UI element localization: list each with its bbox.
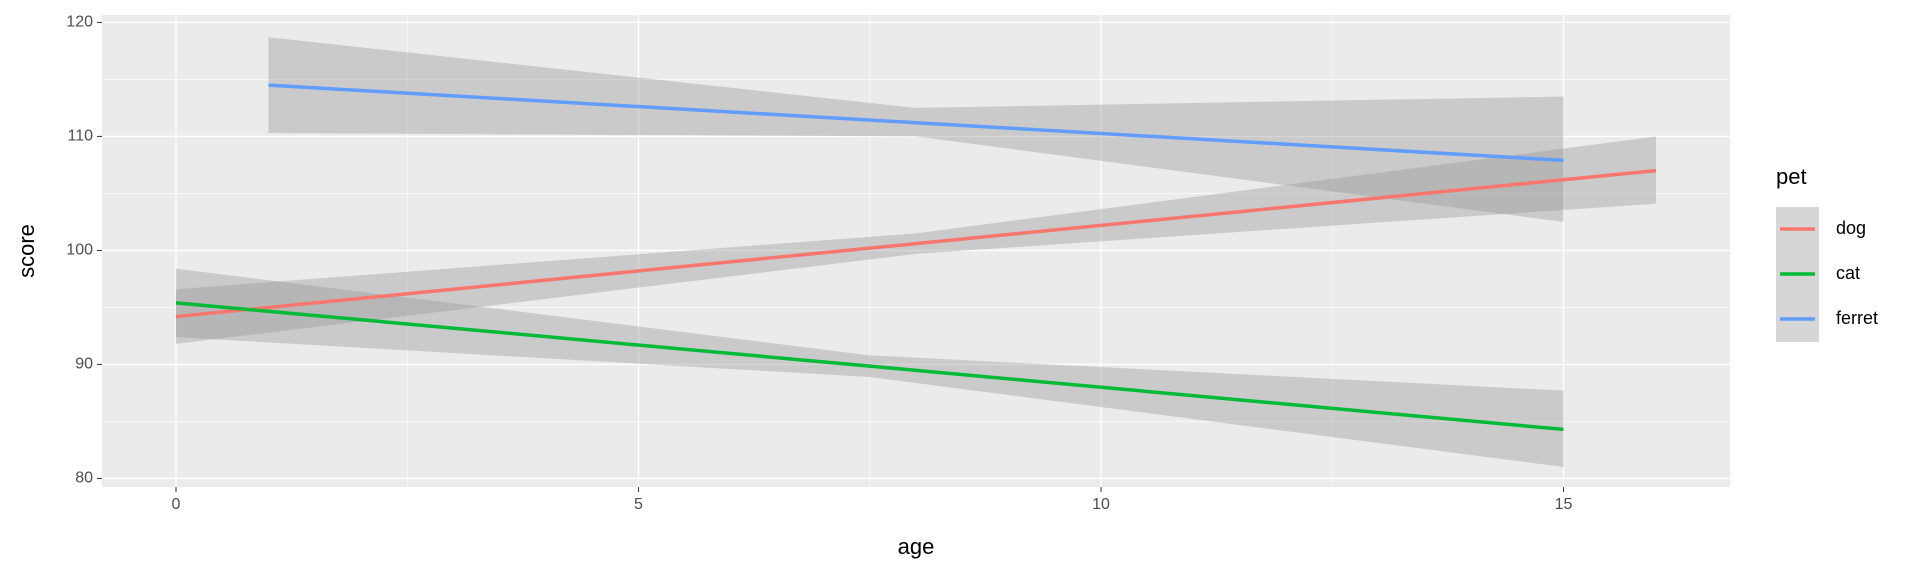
legend-label: dog	[1836, 218, 1866, 238]
x-tick-label: 0	[172, 496, 181, 513]
y-tick-label: 90	[75, 356, 93, 373]
y-axis-title: score	[14, 224, 39, 278]
y-tick-label: 120	[66, 14, 93, 31]
x-tick-label: 5	[634, 496, 643, 513]
confidence-band	[176, 136, 1656, 344]
trend-line	[175, 168, 1657, 319]
legend-label: cat	[1836, 263, 1860, 283]
legend-title: pet	[1776, 164, 1807, 189]
x-tick-label: 15	[1555, 496, 1573, 513]
y-tick-label: 80	[75, 470, 93, 487]
x-axis-title: age	[898, 534, 935, 559]
y-tick-label: 100	[66, 242, 93, 259]
legend-label: ferret	[1836, 308, 1878, 328]
trend-line	[175, 301, 1564, 432]
confidence-band	[268, 37, 1564, 222]
y-tick-label: 110	[67, 128, 93, 145]
trend-line	[268, 83, 1564, 163]
x-tick-label: 10	[1092, 496, 1110, 513]
